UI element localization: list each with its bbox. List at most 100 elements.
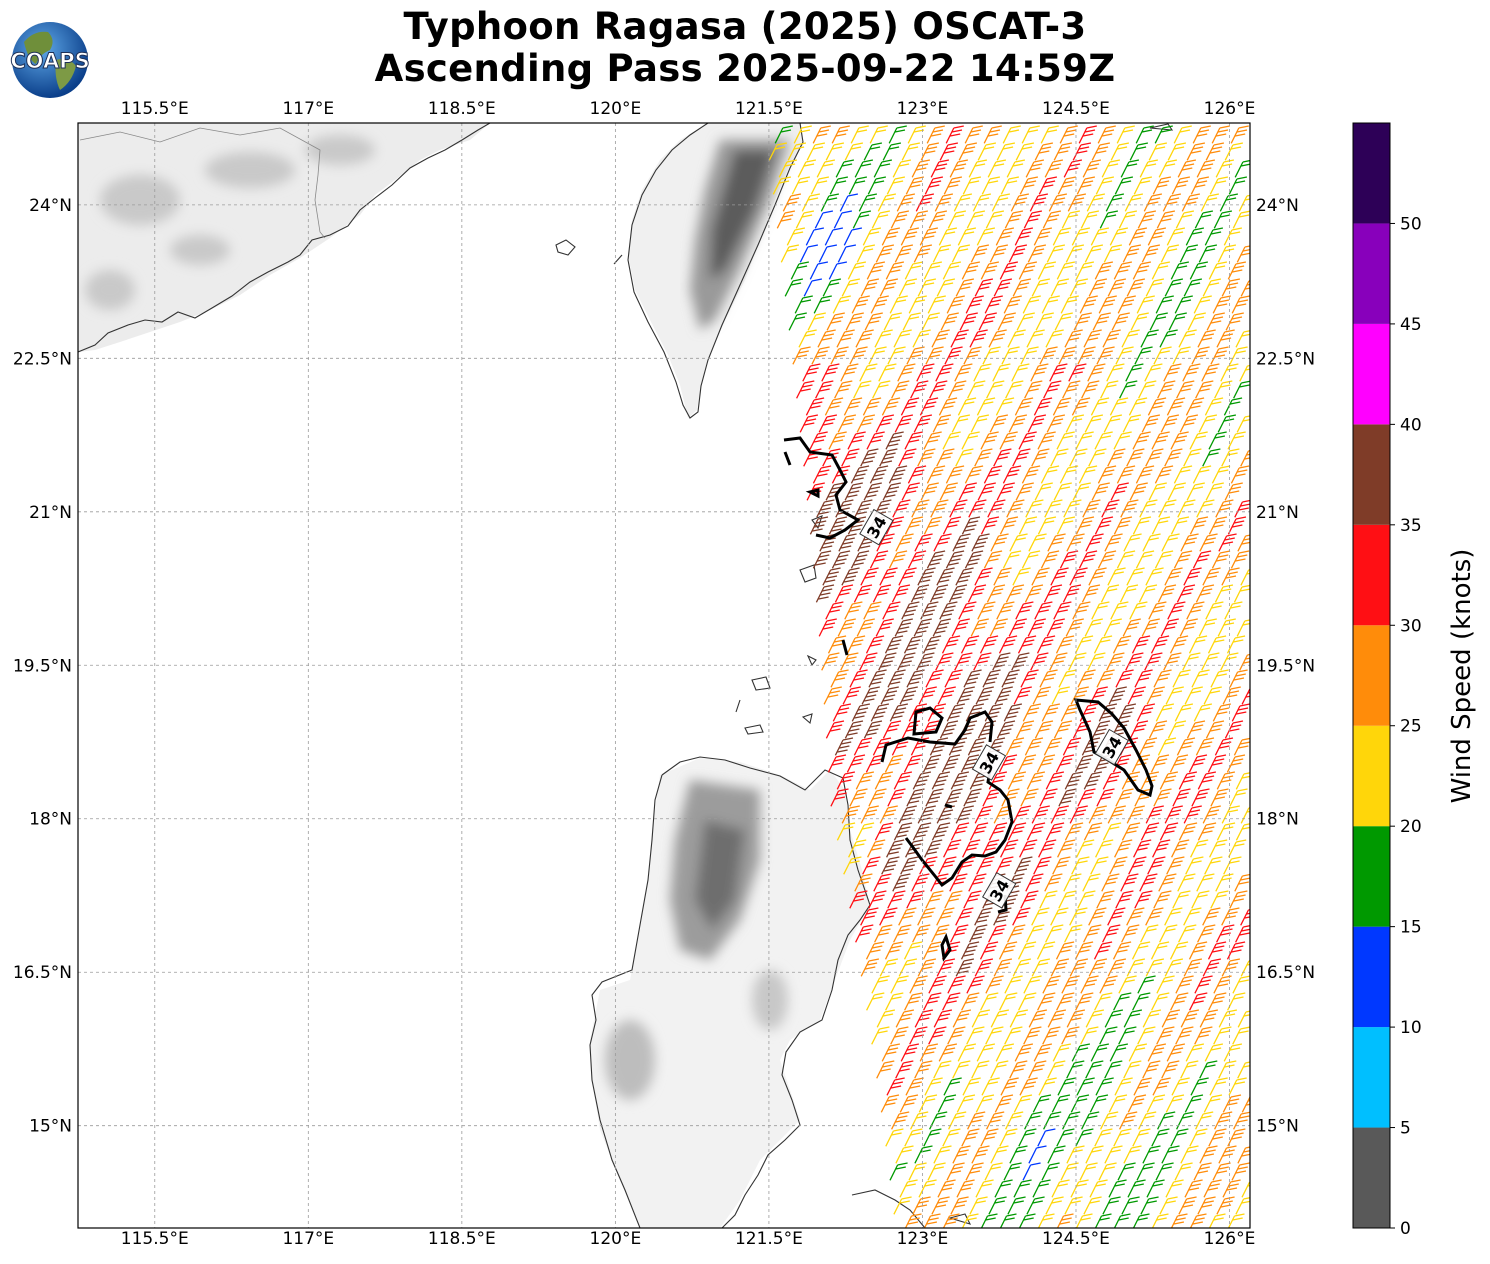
wind-barb [966,1026,985,1045]
wind-barb [1127,686,1146,705]
wind-barb [1026,1196,1045,1215]
wind-barb [1170,516,1190,535]
wind-barb [1121,771,1141,790]
wind-barb [1064,822,1084,841]
wind-barb [1203,1094,1223,1113]
wind-barb [870,703,890,722]
wind-barb [937,1179,956,1198]
wind-barb [868,788,887,807]
wind-barb [1217,244,1237,263]
wind-barb [924,1077,943,1096]
wind-barb [803,448,822,467]
wind-barb [895,1145,914,1164]
wind-barb [1170,1213,1188,1228]
wind-barb [1138,380,1157,399]
wind-barb [1089,686,1108,705]
wind-barb [1038,1077,1057,1096]
wind-barb [1222,686,1241,705]
wind-barb [956,1179,975,1198]
wind-barb [1012,907,1031,926]
wind-barb [970,618,989,637]
wind-barb [920,720,940,739]
wind-barb [1031,567,1050,586]
wind-barb [945,465,965,484]
wind-barb [1099,1026,1118,1045]
wind-barb [1075,516,1095,535]
wind-barb [1233,584,1250,603]
wind-barb [1013,1094,1033,1113]
wind-barb [1027,414,1047,433]
wind-barb [1146,686,1165,705]
wind-barb [1058,346,1077,365]
wind-barb [904,516,924,535]
wind-barb [910,1111,929,1130]
wind-barb [1069,278,1089,297]
wind-barb [1210,788,1229,807]
wind-barb [1220,652,1239,671]
wind-barb [1025,159,1045,178]
wind-barb [1026,822,1046,841]
lat-tick-label-left: 21°N [29,503,72,523]
wind-barb [1116,465,1136,484]
wind-barb [1074,635,1094,654]
wind-barb [1115,890,1134,909]
wind-barb [1059,550,1079,569]
wind-barb [1020,890,1039,909]
wind-barb [1199,1060,1218,1079]
wind-barb [828,431,847,450]
wind-barb [898,907,917,926]
wind-barb [980,992,999,1011]
wind-barb [1008,244,1028,263]
wind-barb [794,295,813,314]
wind-barb [1094,1128,1113,1147]
wind-barb [1012,805,1031,824]
wind-barb [1047,533,1066,552]
wind-barb [1175,975,1194,994]
wind-barb [1060,295,1079,314]
wind-barb [1076,1077,1095,1096]
wind-barb [1090,1043,1110,1062]
colorbar-tick-label: 0 [1400,1219,1411,1239]
wind-barb [1168,312,1187,331]
wind-barb [818,414,838,433]
wind-barb [1180,1009,1200,1028]
wind-barb [939,601,958,620]
wind-barb [1066,1145,1085,1164]
wind-barb [1000,176,1020,195]
wind-barb [859,363,878,382]
colorbar-tick-label: 50 [1400,214,1422,234]
wind-barb [1178,1196,1197,1215]
wind-barb [1199,1145,1218,1164]
wind-barb [1021,125,1040,144]
wind-barb [1106,363,1125,382]
wind-barb [1154,465,1174,484]
wind-barb [980,261,1000,280]
wind-barb [929,1111,948,1130]
wind-barb [1231,703,1250,722]
wind-barb [1176,1111,1195,1130]
wind-barb [1077,788,1096,807]
wind-barb [1216,771,1236,790]
wind-barb [1220,363,1239,382]
wind-barb [1119,380,1138,399]
wind-barb [1150,754,1170,773]
wind-barb [1216,329,1235,348]
wind-barb [1222,1179,1241,1198]
wind-barb [1227,992,1246,1011]
wind-barb [933,1009,953,1028]
lat-tick-label-left: 16.5°N [13,963,72,983]
wind-barb [851,703,871,722]
wind-barb [946,703,966,722]
wind-barb [861,686,880,705]
wind-barb [909,975,928,994]
wind-barb [956,686,975,705]
wind-barb [1041,1162,1060,1181]
coastlines [78,123,1174,1228]
wind-barb [831,125,850,144]
wind-barb [1134,669,1153,688]
wind-barb [811,346,830,365]
wind-barb [1035,312,1054,331]
wind-barb [995,1043,1015,1062]
wind-barb [899,1094,919,1113]
wind-barb [1022,295,1041,314]
